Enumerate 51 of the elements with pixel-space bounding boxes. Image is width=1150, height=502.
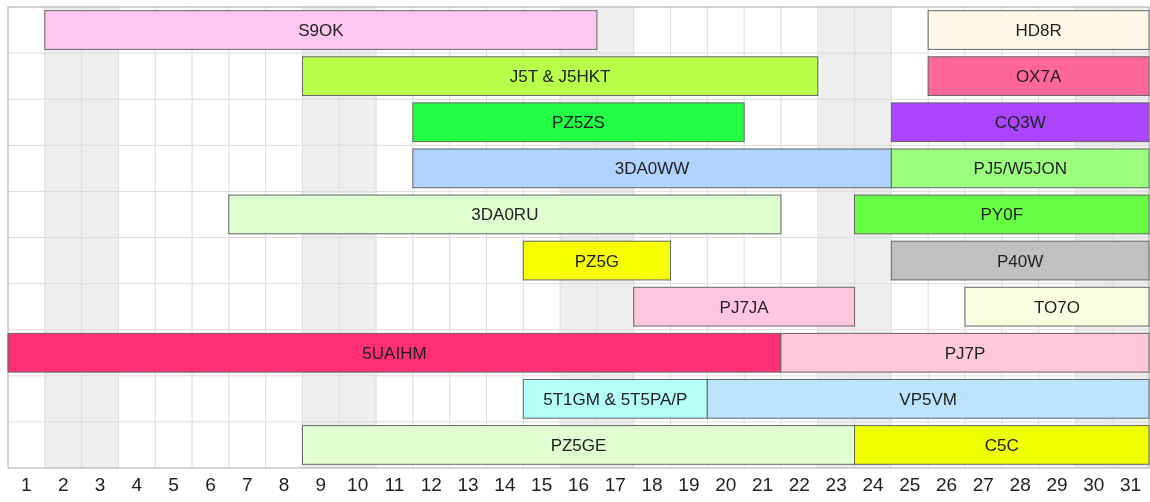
- series-label: S9OK: [298, 21, 345, 40]
- x-tick-label: 3: [94, 474, 106, 495]
- x-tick-label: 8: [278, 474, 290, 495]
- series-label: PY0F: [980, 205, 1024, 225]
- series-label: TO7O: [1033, 297, 1080, 317]
- x-tick-label: 10: [347, 474, 369, 495]
- x-tick-label: 20: [715, 474, 737, 495]
- series-label: PJ7P: [944, 343, 986, 363]
- series-label: HD8R: [1015, 21, 1062, 40]
- x-tick-label: 23: [825, 474, 847, 495]
- series-label: 3DA0RU: [471, 205, 539, 225]
- series-label: 3DA0WW: [614, 159, 690, 179]
- x-tick-label: 21: [751, 474, 774, 495]
- x-tick-label: 4: [131, 474, 143, 495]
- x-tick-label: 13: [457, 474, 479, 495]
- x-tick-label: 9: [315, 474, 327, 495]
- series-label: PZ5ZS: [552, 113, 605, 133]
- series-label: 5UAIHM: [362, 343, 427, 363]
- series-label: PJ7JA: [719, 297, 770, 317]
- series-label: VP5VM: [899, 389, 957, 409]
- x-tick-label: 12: [420, 474, 442, 495]
- series-label: 5T1GM & 5T5PA/P: [543, 389, 688, 409]
- x-tick-label: 16: [567, 474, 590, 495]
- x-tick-label: 6: [205, 474, 216, 495]
- x-tick-label: 22: [788, 474, 810, 495]
- x-tick-label: 18: [641, 474, 663, 495]
- series-label: PJ5/W5JON: [973, 159, 1067, 179]
- x-tick-label: 19: [678, 474, 700, 495]
- series-label: C5C: [984, 435, 1019, 455]
- series-label: OX7A: [1015, 67, 1062, 87]
- x-tick-label: 30: [1083, 474, 1105, 495]
- series-label: PZ5GE: [550, 435, 607, 455]
- x-tick-label: 28: [1009, 474, 1031, 495]
- series-label: P40W: [997, 251, 1044, 271]
- x-tick-label: 15: [531, 474, 553, 495]
- x-tick-label: 24: [862, 474, 884, 495]
- x-tick-label: 25: [899, 474, 921, 495]
- x-tick-label: 5: [168, 474, 179, 495]
- x-tick-label: 7: [241, 474, 253, 495]
- x-tick-label: 2: [57, 474, 69, 495]
- x-tick-label: 14: [494, 474, 516, 495]
- series-label: J5T & J5HKT: [509, 67, 611, 87]
- x-tick-label: 1: [21, 474, 32, 495]
- series-label: CQ3W: [994, 113, 1046, 133]
- x-tick-label: 26: [935, 474, 958, 495]
- x-tick-label: 17: [604, 474, 626, 495]
- x-tick-label: 29: [1046, 474, 1068, 495]
- x-tick-label: 31: [1120, 474, 1142, 495]
- series-label: PZ5G: [574, 251, 620, 271]
- x-tick-label: 27: [972, 474, 994, 495]
- x-tick-label: 11: [384, 474, 405, 495]
